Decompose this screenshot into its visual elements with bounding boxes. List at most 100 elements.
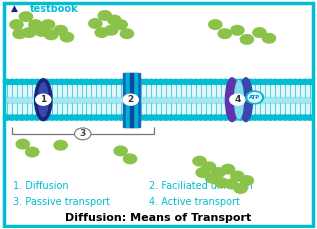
Circle shape [217, 79, 224, 85]
Circle shape [114, 146, 127, 156]
Circle shape [276, 79, 284, 85]
Circle shape [157, 115, 165, 120]
Circle shape [54, 140, 67, 150]
Circle shape [262, 33, 275, 43]
Circle shape [19, 12, 33, 21]
Circle shape [252, 115, 259, 120]
Circle shape [296, 79, 304, 85]
Circle shape [89, 19, 102, 28]
Circle shape [138, 115, 145, 120]
Circle shape [123, 94, 138, 105]
Circle shape [8, 115, 16, 120]
Circle shape [287, 115, 294, 120]
Circle shape [301, 115, 309, 120]
Circle shape [196, 168, 209, 177]
Circle shape [18, 115, 26, 120]
Circle shape [248, 93, 262, 102]
Circle shape [167, 115, 175, 120]
Circle shape [227, 79, 234, 85]
Circle shape [127, 79, 135, 85]
Circle shape [157, 79, 165, 85]
Circle shape [209, 20, 222, 29]
Circle shape [152, 79, 160, 85]
Circle shape [118, 79, 125, 85]
Circle shape [53, 115, 60, 120]
Circle shape [78, 115, 85, 120]
Circle shape [232, 79, 239, 85]
Circle shape [83, 79, 90, 85]
Circle shape [262, 79, 269, 85]
Circle shape [105, 25, 118, 35]
Circle shape [10, 20, 23, 29]
Circle shape [23, 79, 30, 85]
Circle shape [138, 79, 145, 85]
Circle shape [123, 154, 137, 164]
Circle shape [267, 115, 274, 120]
Circle shape [192, 115, 199, 120]
Circle shape [252, 79, 259, 85]
Circle shape [74, 128, 91, 140]
Circle shape [142, 79, 150, 85]
Circle shape [272, 79, 279, 85]
Circle shape [28, 79, 36, 85]
Circle shape [18, 79, 26, 85]
Circle shape [33, 79, 41, 85]
Text: 2. Faciliated diffusion: 2. Faciliated diffusion [149, 181, 253, 191]
Circle shape [162, 115, 170, 120]
Circle shape [98, 11, 112, 20]
Circle shape [54, 25, 67, 35]
Circle shape [29, 20, 42, 29]
Circle shape [103, 115, 110, 120]
Circle shape [247, 79, 254, 85]
Circle shape [35, 27, 49, 36]
Circle shape [230, 94, 245, 105]
Circle shape [13, 29, 26, 38]
Circle shape [306, 115, 314, 120]
Circle shape [142, 115, 150, 120]
Circle shape [193, 156, 206, 166]
Circle shape [253, 28, 266, 37]
Circle shape [88, 115, 95, 120]
Circle shape [281, 79, 289, 85]
Circle shape [123, 115, 130, 120]
Circle shape [257, 79, 264, 85]
Circle shape [68, 79, 75, 85]
Circle shape [38, 79, 45, 85]
Circle shape [8, 79, 16, 85]
Circle shape [207, 79, 214, 85]
Circle shape [58, 115, 65, 120]
Circle shape [212, 79, 219, 85]
Circle shape [68, 115, 75, 120]
Circle shape [276, 115, 284, 120]
Circle shape [177, 79, 184, 85]
Circle shape [212, 115, 219, 120]
Circle shape [118, 115, 125, 120]
Circle shape [227, 115, 234, 120]
Circle shape [187, 115, 194, 120]
Circle shape [237, 115, 244, 120]
Circle shape [108, 15, 121, 25]
Circle shape [73, 79, 80, 85]
Circle shape [58, 79, 65, 85]
Text: 3. Passive transport: 3. Passive transport [13, 197, 110, 207]
Circle shape [36, 94, 51, 105]
Circle shape [113, 115, 120, 120]
Bar [123, 73, 140, 127]
Circle shape [306, 79, 314, 85]
Circle shape [13, 79, 21, 85]
Circle shape [192, 79, 199, 85]
Bar [126, 73, 130, 127]
Circle shape [218, 29, 231, 38]
Circle shape [3, 79, 11, 85]
Circle shape [78, 79, 85, 85]
Text: testbook: testbook [30, 4, 79, 14]
Circle shape [133, 79, 140, 85]
Circle shape [53, 79, 60, 85]
Circle shape [247, 115, 254, 120]
Circle shape [187, 79, 194, 85]
Text: 3: 3 [80, 129, 86, 138]
Circle shape [221, 164, 235, 174]
Circle shape [127, 115, 135, 120]
Text: 4: 4 [234, 95, 241, 104]
Circle shape [197, 115, 204, 120]
